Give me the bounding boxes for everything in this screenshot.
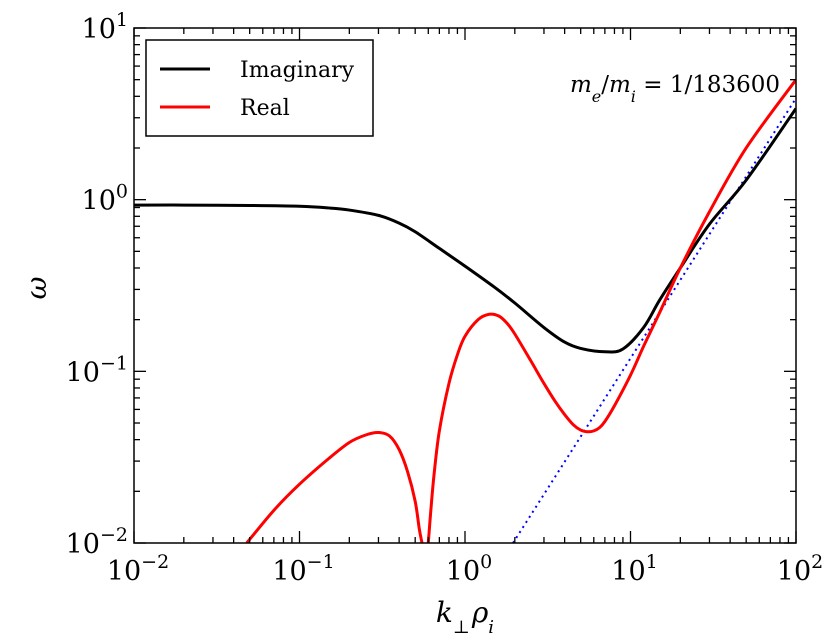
y-tick-label: 10−2	[66, 524, 128, 560]
mass-ratio-annotation: me/mi = 1/183600	[570, 72, 780, 106]
legend-label-real: Real	[240, 96, 290, 121]
legend: Imaginary Real	[145, 39, 374, 137]
real-series-line-segment-1	[245, 431, 424, 543]
legend-label-imaginary: Imaginary	[240, 58, 355, 83]
x-tick-label: 101	[611, 551, 657, 587]
x-tick-label: 102	[777, 551, 823, 587]
real-series-line-segment-2	[426, 78, 796, 543]
y-tick-label: 100	[82, 181, 128, 217]
imaginary-series-line	[134, 107, 796, 354]
asymptote-line	[512, 97, 796, 543]
x-tick-labels: 10−2 10−1 100 101 102	[107, 551, 823, 587]
legend-box	[145, 39, 374, 137]
plot-area	[134, 78, 796, 543]
x-tick-label: 10−2	[107, 551, 169, 587]
x-tick-label: 100	[446, 551, 492, 587]
y-tick-label: 101	[82, 9, 128, 45]
axis-ticks	[133, 27, 797, 544]
x-tick-label: 10−1	[272, 551, 334, 587]
plot-frame	[133, 27, 797, 544]
y-tick-labels: 10−2 10−1 100 101	[66, 9, 128, 560]
y-axis-label: ω	[20, 276, 53, 299]
y-tick-label: 10−1	[66, 352, 128, 388]
